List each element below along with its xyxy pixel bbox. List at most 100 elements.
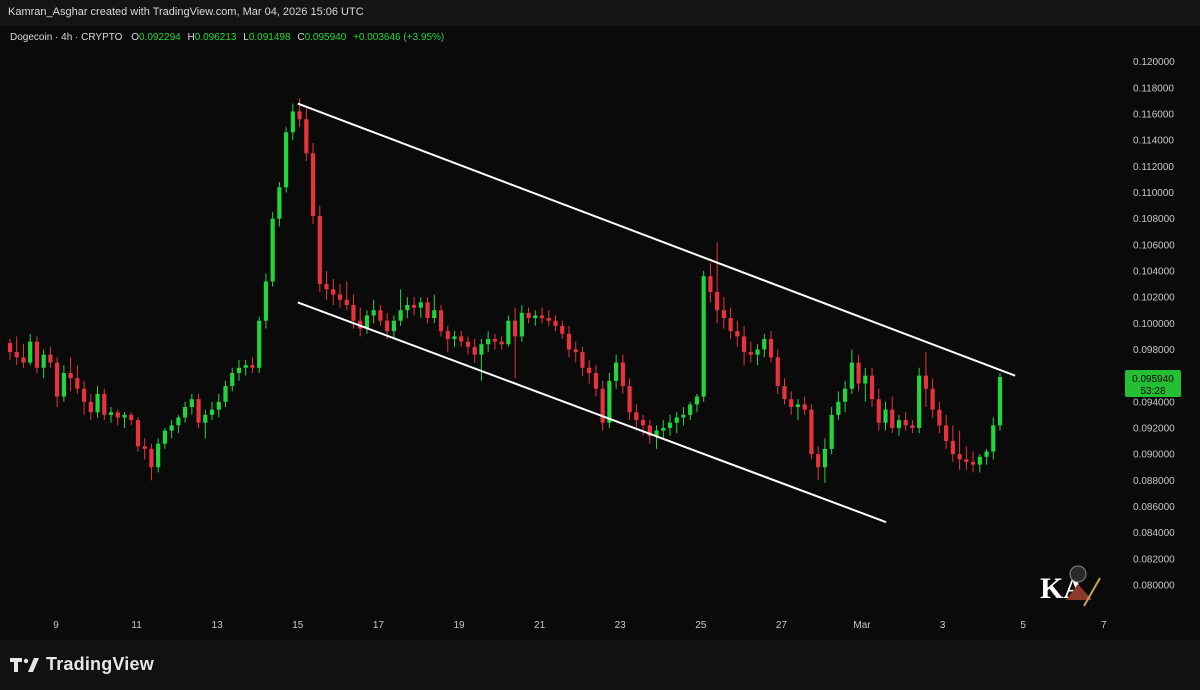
candle xyxy=(183,401,188,423)
candle xyxy=(230,367,235,392)
candle xyxy=(378,304,383,326)
candle-body xyxy=(75,378,80,389)
upper-channel-line[interactable] xyxy=(297,102,1016,377)
candle-body xyxy=(694,396,700,405)
candle xyxy=(997,373,1003,431)
candle xyxy=(728,307,733,340)
price-axis[interactable]: 0.120000 0.118000 0.116000 0.114000 0.112000… xyxy=(1133,57,1175,591)
candle-body xyxy=(843,388,848,402)
candle xyxy=(539,307,545,324)
candle-body xyxy=(162,430,167,444)
time-tick-label: Mar xyxy=(853,620,871,631)
time-tick-label: 19 xyxy=(453,620,465,631)
candle-body xyxy=(950,441,955,455)
candle-body xyxy=(991,425,996,452)
current-price-tag: 0.095940 53:28 xyxy=(1125,370,1181,397)
candle-body xyxy=(681,414,686,418)
time-tick-label: 9 xyxy=(53,620,59,631)
candle xyxy=(398,289,403,326)
top-bar: Kamran_Asghar created with TradingView.c… xyxy=(0,0,1200,26)
candle-body xyxy=(997,376,1003,426)
candle-body xyxy=(183,407,188,418)
candle-body xyxy=(310,153,316,217)
candle-body xyxy=(391,320,396,332)
candle-body xyxy=(358,320,363,329)
candle xyxy=(849,349,854,394)
candle xyxy=(735,320,740,347)
candle-body xyxy=(209,409,215,415)
candle xyxy=(802,396,807,415)
candle xyxy=(411,297,417,316)
candle xyxy=(81,380,87,415)
candle xyxy=(721,297,726,329)
candle-body xyxy=(620,362,625,387)
time-tick-label: 7 xyxy=(1101,620,1107,631)
time-tick-label: 17 xyxy=(373,620,385,631)
candle-body xyxy=(236,367,242,374)
candle xyxy=(627,378,632,421)
candle-body xyxy=(48,354,53,363)
candle xyxy=(917,367,922,434)
candle xyxy=(546,310,551,326)
candle-body xyxy=(930,388,935,410)
candle xyxy=(593,365,599,397)
candle-body xyxy=(856,362,861,384)
price-tick-label: 0.100000 xyxy=(1133,319,1175,330)
candle-body xyxy=(816,454,821,468)
candle-body xyxy=(876,399,881,423)
candle-body xyxy=(385,320,390,332)
price-tick-label: 0.084000 xyxy=(1133,528,1175,539)
candle xyxy=(896,414,902,436)
candle-body xyxy=(674,417,679,423)
candle-body xyxy=(425,302,430,319)
lower-channel-line[interactable] xyxy=(297,301,887,524)
candle-body xyxy=(566,333,572,350)
price-tag-countdown: 53:28 xyxy=(1140,386,1165,397)
time-axis[interactable]: 9 11 13 15 17 19 21 23 25 27 Mar 3 5 7 xyxy=(53,620,1107,631)
candle xyxy=(48,346,53,368)
candle xyxy=(573,341,578,363)
candle xyxy=(34,336,40,374)
candle xyxy=(816,446,821,481)
tradingview-logo[interactable]: TradingView xyxy=(10,654,154,675)
candlestick-chart[interactable]: 0.120000 0.118000 0.116000 0.114000 0.112000… xyxy=(0,26,1200,640)
candle xyxy=(715,242,720,324)
candle xyxy=(560,320,565,340)
candle-body xyxy=(768,339,774,358)
candle xyxy=(176,414,181,434)
candle xyxy=(533,310,538,326)
candle xyxy=(499,336,504,350)
candle xyxy=(836,391,841,421)
legend-close-value: 0.095940 xyxy=(305,32,347,43)
candle xyxy=(337,284,343,308)
candle xyxy=(216,393,221,418)
candle xyxy=(284,127,289,193)
candle-body xyxy=(573,349,578,353)
candle xyxy=(506,315,511,347)
candle-body xyxy=(917,375,922,428)
candle-body xyxy=(203,414,208,423)
candle-body xyxy=(284,132,289,188)
candle-body xyxy=(627,386,632,413)
chart-area[interactable]: 0.120000 0.118000 0.116000 0.114000 0.112000… xyxy=(0,26,1200,640)
candle-body xyxy=(122,414,127,418)
candle xyxy=(250,357,255,374)
candle xyxy=(41,349,46,379)
candle-body xyxy=(782,386,787,400)
legend-low-label: L xyxy=(243,32,249,43)
candle-body xyxy=(21,357,26,363)
candle xyxy=(142,438,147,460)
candle-body xyxy=(775,357,780,387)
candle xyxy=(310,142,316,224)
candle xyxy=(425,297,430,324)
candle xyxy=(14,336,19,366)
candle-body xyxy=(223,386,228,402)
candle-body xyxy=(721,310,726,319)
time-tick-label: 13 xyxy=(212,620,224,631)
candle xyxy=(135,417,141,452)
candle xyxy=(944,414,949,449)
candle xyxy=(115,409,120,426)
price-tick-label: 0.082000 xyxy=(1133,554,1175,565)
candle xyxy=(762,333,767,358)
candle-body xyxy=(108,412,114,415)
